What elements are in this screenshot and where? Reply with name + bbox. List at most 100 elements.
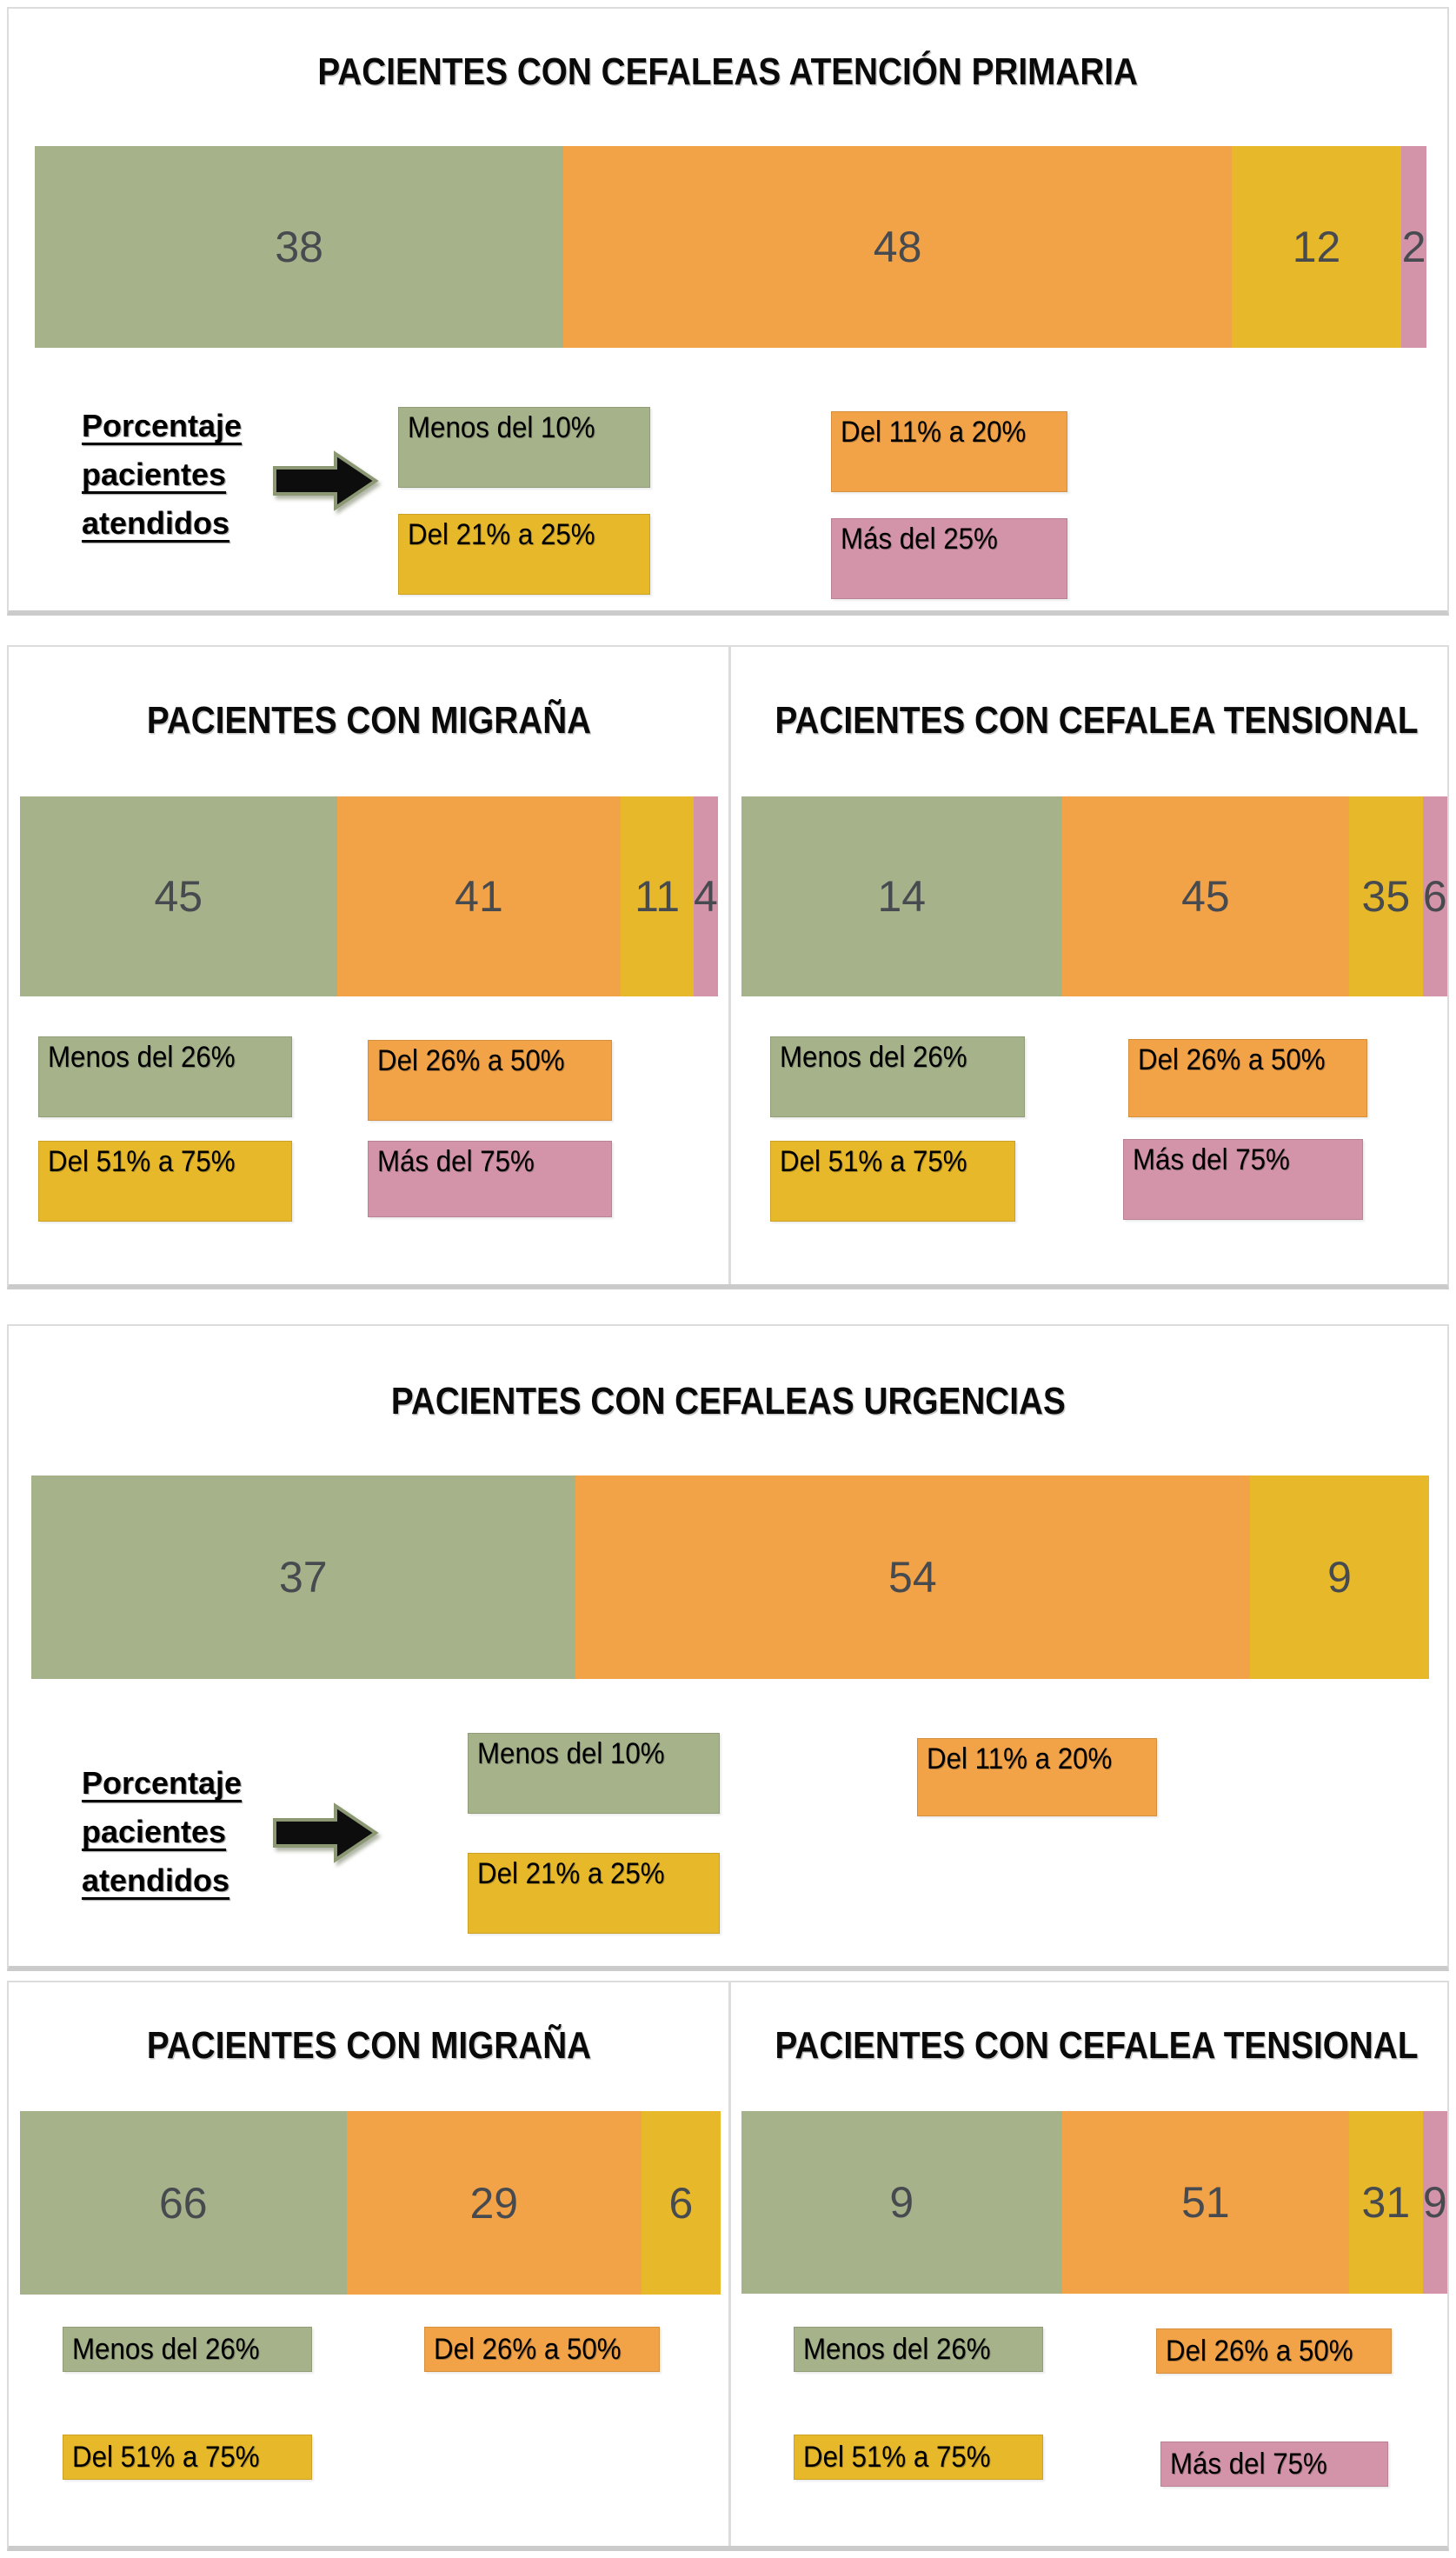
legend-item: Menos del 26% <box>63 2327 312 2372</box>
legend-label: Del 21% a 25% <box>408 518 595 551</box>
legend-item: Menos del 26% <box>770 1036 1025 1117</box>
stacked-bar-migrana-ap: 45 41 11 4 <box>20 796 718 996</box>
legend-label: Del 26% a 50% <box>377 1044 565 1077</box>
legend-item: Más del 75% <box>1123 1139 1363 1220</box>
chart-title-migrana-urgencias: PACIENTES CON MIGRAÑA <box>146 2024 591 2067</box>
legend-item: Menos del 26% <box>794 2327 1043 2372</box>
bar-segment: 41 <box>336 796 622 996</box>
bar-segment: 9 <box>741 2111 1062 2294</box>
legend-label: Menos del 26% <box>780 1041 967 1074</box>
legend-item: Más del 75% <box>1160 2441 1388 2487</box>
legend-item: Menos del 10% <box>398 407 650 488</box>
bar-segment: 45 <box>1061 796 1350 996</box>
bar-segment: 2 <box>1401 146 1426 348</box>
bar-value-label: 2 <box>1401 223 1426 271</box>
legend-label: Del 26% a 50% <box>434 2332 622 2366</box>
bar-value-label: 4 <box>694 872 718 921</box>
bar-segment: 51 <box>1061 2111 1350 2294</box>
legend-label: Del 26% a 50% <box>1166 2334 1353 2368</box>
legend-label: Menos del 26% <box>48 1041 236 1074</box>
legend-item: Del 21% a 25% <box>398 514 650 595</box>
legend-item: Más del 75% <box>368 1141 612 1217</box>
bar-value-label: 9 <box>1327 1553 1352 1602</box>
bar-value-label: 35 <box>1361 872 1411 921</box>
legend-item: Del 51% a 75% <box>794 2435 1043 2480</box>
legend-note-urgencias: Porcentaje pacientes atendidos <box>82 1765 243 1898</box>
legend-label: Menos del 26% <box>72 2332 260 2366</box>
panel-atencion-primaria: PACIENTES CON CEFALEAS ATENCIÓN PRIMARIA… <box>7 7 1449 616</box>
subpanel-tensional-ap: PACIENTES CON CEFALEA TENSIONAL 14 45 35… <box>728 647 1448 1284</box>
stacked-bar-urgencias: 37 54 9 <box>31 1476 1429 1679</box>
bar-value-label: 37 <box>278 1553 328 1602</box>
legend-item: Del 51% a 75% <box>770 1141 1015 1222</box>
bar-value-label: 38 <box>275 223 323 271</box>
panel-row-urgencias-detail: PACIENTES CON MIGRAÑA 66 29 6 Menos del … <box>7 1981 1449 2551</box>
bar-segment: 54 <box>575 1476 1251 1679</box>
right-arrow-icon <box>273 1802 379 1863</box>
bar-value-label: 11 <box>635 872 681 921</box>
bar-value-label: 6 <box>668 2178 694 2228</box>
bar-segment: 37 <box>31 1476 575 1679</box>
chart-title-primaria: PACIENTES CON CEFALEAS ATENCIÓN PRIMARIA <box>317 50 1139 93</box>
bar-segment: 66 <box>20 2111 347 2295</box>
bar-value-label: 14 <box>877 872 927 921</box>
legend-label: Del 21% a 25% <box>477 1857 665 1890</box>
bar-value-label: 54 <box>888 1553 937 1602</box>
bar-value-label: 51 <box>1181 2178 1230 2227</box>
bar-segment: 12 <box>1231 146 1402 348</box>
legend-label: Más del 75% <box>1170 2447 1327 2481</box>
bar-value-label: 12 <box>1292 223 1341 271</box>
subpanel-migrana-ap: PACIENTES CON MIGRAÑA 45 41 11 4 Menos d… <box>9 647 728 1284</box>
bar-segment: 9 <box>1422 2111 1447 2294</box>
legend-label: Del 51% a 75% <box>72 2440 260 2474</box>
legend-label: Más del 75% <box>377 1145 535 1178</box>
right-arrow-icon <box>273 450 379 511</box>
legend-label: Del 51% a 75% <box>48 1145 236 1178</box>
bar-value-label: 66 <box>158 2178 208 2228</box>
panel-urgencias: PACIENTES CON CEFALEAS URGENCIAS 37 54 9… <box>7 1324 1449 1971</box>
stacked-bar-primaria: 38 48 12 2 <box>35 146 1426 348</box>
legend-item: Del 11% a 20% <box>917 1738 1157 1816</box>
legend-item: Más del 25% <box>831 518 1067 599</box>
bar-value-label: 29 <box>469 2178 519 2228</box>
panel-row-atencion-primaria-detail: PACIENTES CON MIGRAÑA 45 41 11 4 Menos d… <box>7 645 1449 1289</box>
bar-value-label: 41 <box>455 872 503 921</box>
legend-label: Más del 75% <box>1133 1143 1290 1176</box>
bar-segment: 38 <box>35 146 564 348</box>
legend-item: Menos del 26% <box>38 1036 292 1117</box>
bar-segment: 35 <box>1349 796 1423 996</box>
bar-segment: 4 <box>693 796 718 996</box>
bar-value-label: 31 <box>1361 2178 1411 2227</box>
bar-value-label: 48 <box>873 223 922 271</box>
bar-segment: 14 <box>741 796 1062 996</box>
legend-label: Del 11% a 20% <box>841 416 1027 449</box>
legend-note-primaria: Porcentaje pacientes atendidos <box>82 408 243 541</box>
bar-segment: 9 <box>1250 1476 1429 1679</box>
legend-label: Menos del 10% <box>408 411 595 444</box>
subpanel-tensional-urgencias: PACIENTES CON CEFALEA TENSIONAL 9 51 31 … <box>728 1982 1448 2546</box>
legend-item: Menos del 10% <box>468 1733 720 1814</box>
subpanel-migrana-urgencias: PACIENTES CON MIGRAÑA 66 29 6 Menos del … <box>9 1982 728 2546</box>
bar-value-label: 45 <box>1181 872 1230 921</box>
legend-label: Menos del 10% <box>477 1737 665 1770</box>
bar-value-label: 9 <box>889 2178 914 2227</box>
legend-label: Del 26% a 50% <box>1138 1043 1326 1076</box>
bar-value-label: 9 <box>1422 2178 1447 2227</box>
chart-title-urgencias: PACIENTES CON CEFALEAS URGENCIAS <box>390 1380 1066 1422</box>
legend-label: Del 51% a 75% <box>780 1145 967 1178</box>
bar-segment: 45 <box>20 796 337 996</box>
legend-item: Del 26% a 50% <box>1128 1039 1367 1117</box>
legend-item: Del 26% a 50% <box>424 2327 660 2372</box>
bar-segment: 48 <box>563 146 1232 348</box>
stacked-bar-tensional-ap: 14 45 35 6 <box>741 796 1447 996</box>
bar-segment: 29 <box>346 2111 642 2295</box>
bar-segment: 31 <box>1349 2111 1423 2294</box>
stacked-bar-migrana-urgencias: 66 29 6 <box>20 2111 721 2295</box>
legend-item: Del 21% a 25% <box>468 1853 720 1934</box>
bar-value-label: 45 <box>154 872 203 921</box>
legend-item: Del 51% a 75% <box>63 2435 312 2480</box>
legend-item: Del 26% a 50% <box>1156 2328 1392 2374</box>
legend-label: Menos del 26% <box>803 2332 991 2366</box>
legend-item: Del 51% a 75% <box>38 1141 292 1222</box>
